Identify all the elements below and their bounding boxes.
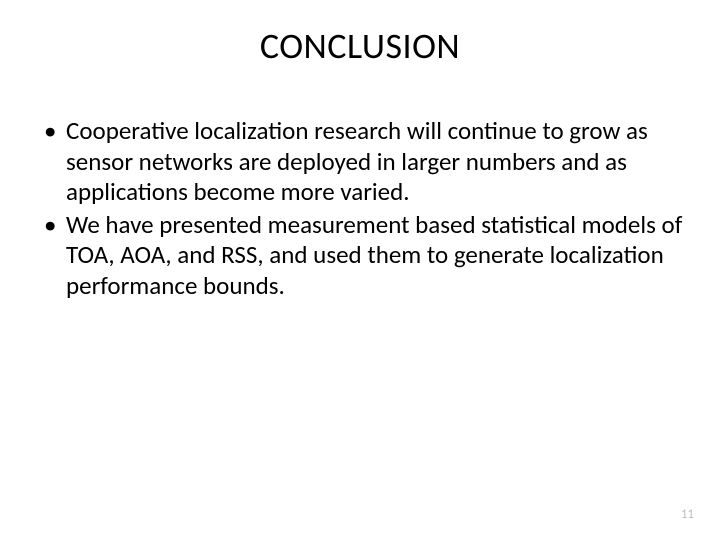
- content-area: Cooperative localization research will c…: [0, 68, 720, 301]
- bullet-list: Cooperative localization research will c…: [42, 116, 684, 301]
- slide-title: CONCLUSION: [0, 0, 720, 68]
- bullet-item: We have presented measurement based stat…: [42, 210, 684, 302]
- bullet-item: Cooperative localization research will c…: [42, 116, 684, 208]
- page-number: 11: [681, 507, 694, 522]
